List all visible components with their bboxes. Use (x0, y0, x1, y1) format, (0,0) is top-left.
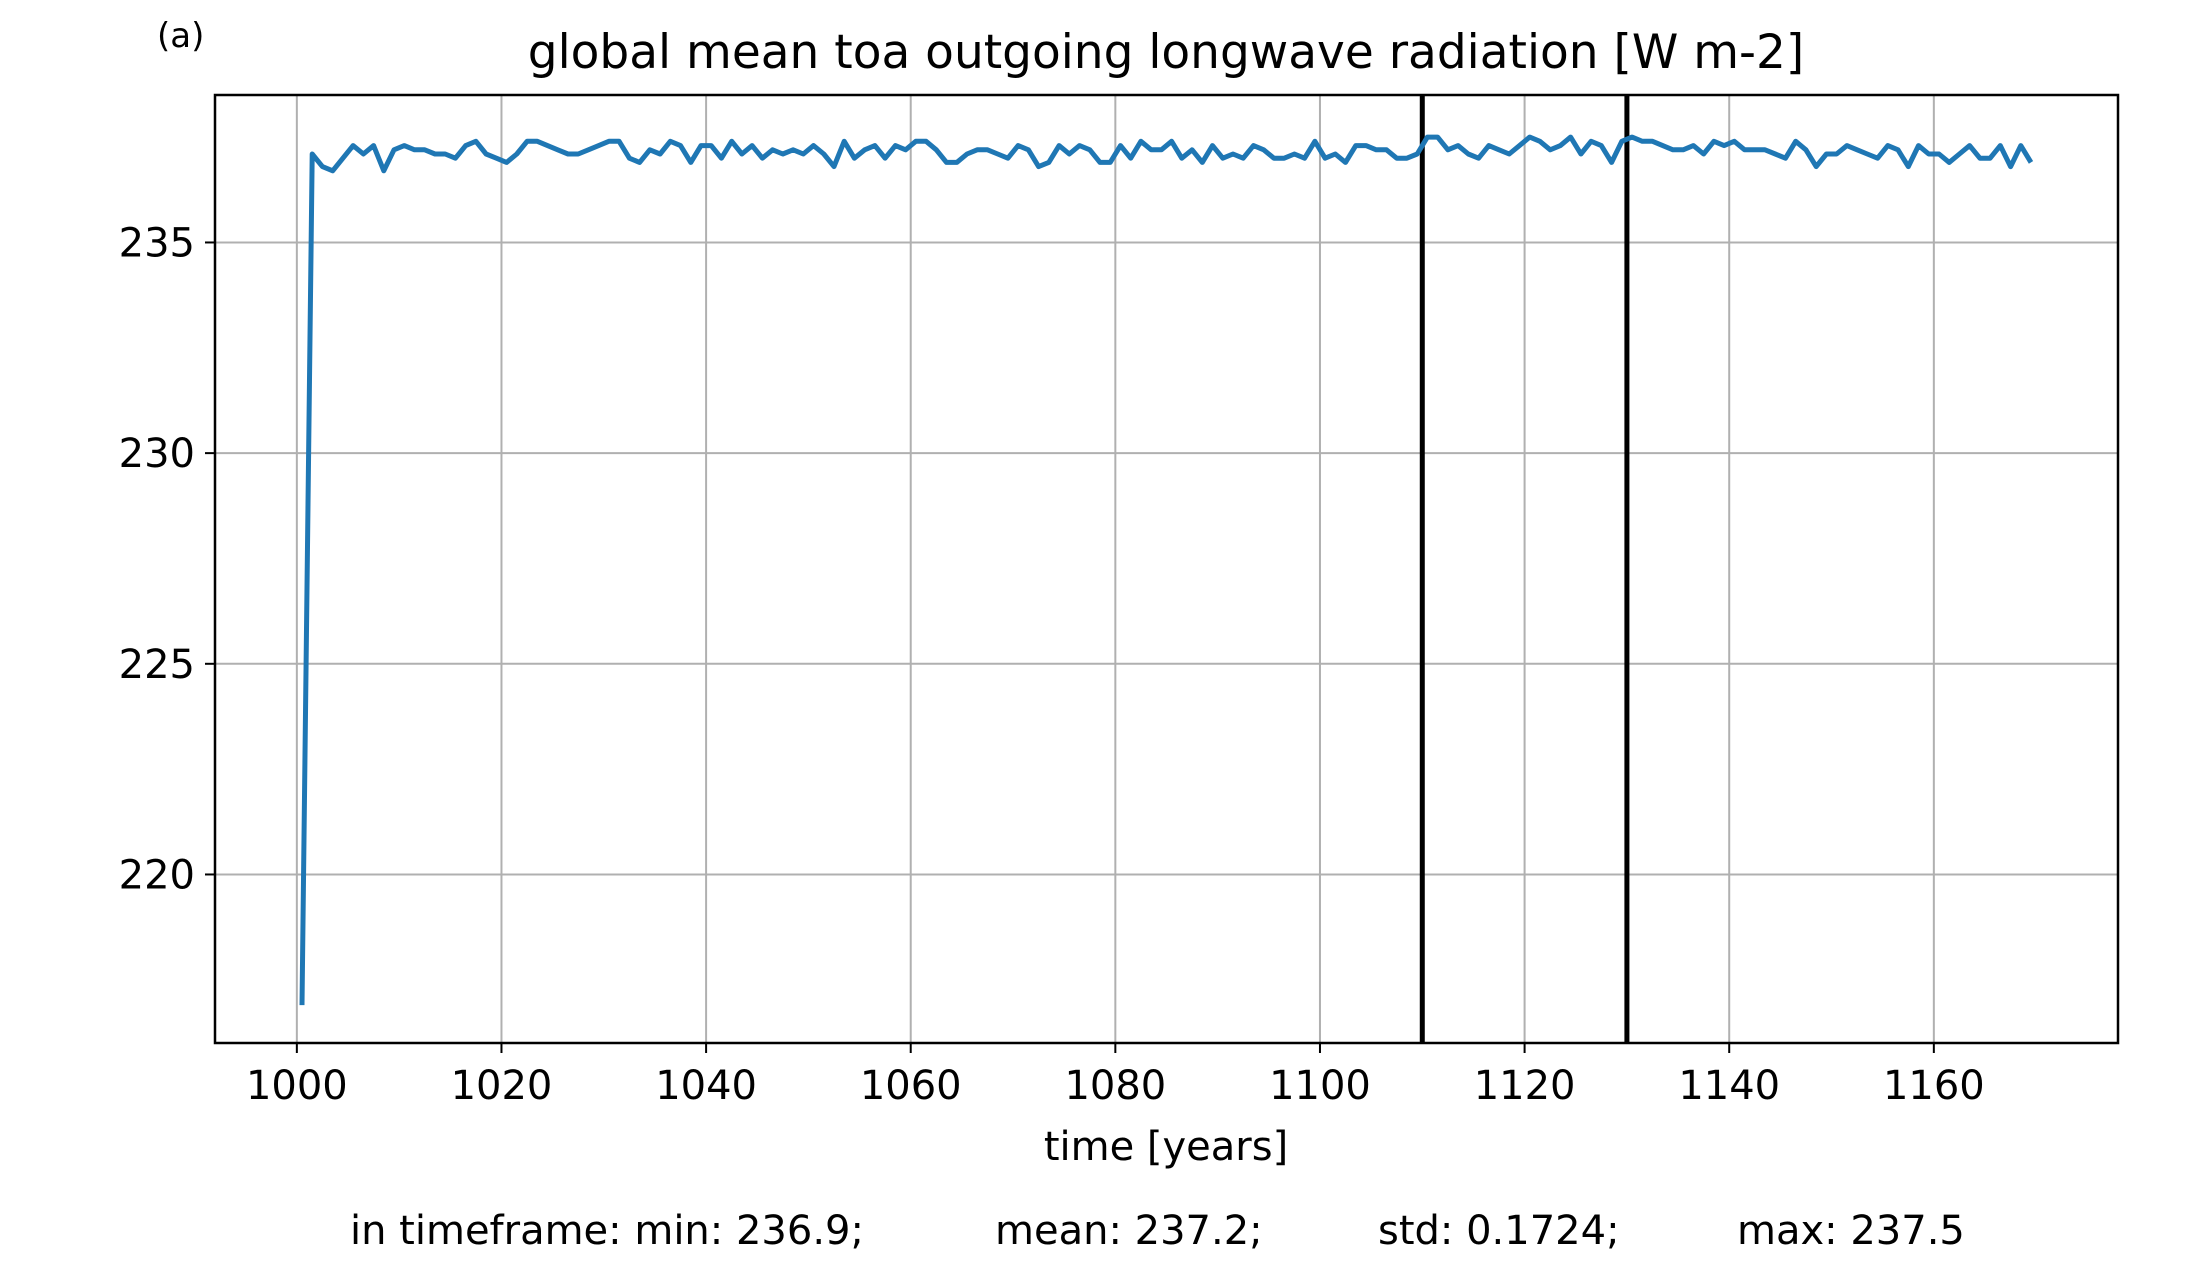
chart-title: global mean toa outgoing longwave radiat… (528, 25, 1804, 80)
plot-frame (213, 93, 2120, 1045)
x-tick-label: 1000 (246, 1063, 348, 1109)
y-tick-label: 235 (119, 220, 195, 266)
x-tick-label: 1160 (1883, 1063, 1985, 1109)
x-axis-label: time [years] (1044, 1124, 1288, 1170)
stat-max: max: 237.5 (1737, 1208, 1965, 1254)
series-line (299, 134, 2034, 1006)
stat-std: std: 0.1724; (1378, 1208, 1620, 1254)
x-tick-label: 1120 (1474, 1063, 1576, 1109)
y-axis-ticks: 220 225 230 235 (119, 220, 215, 898)
vertical-markers (1419, 95, 1630, 1043)
stat-min: in timeframe: min: 236.9; (350, 1208, 864, 1254)
y-tick-label: 225 (119, 642, 195, 688)
x-tick-label: 1100 (1269, 1063, 1371, 1109)
grid (215, 95, 2118, 1043)
x-tick-label: 1080 (1064, 1063, 1166, 1109)
x-tick-label: 1060 (860, 1063, 962, 1109)
x-tick-label: 1040 (655, 1063, 757, 1109)
panel-label: (a) (157, 16, 204, 56)
x-tick-label: 1020 (451, 1063, 553, 1109)
stat-mean: mean: 237.2; (995, 1208, 1263, 1254)
x-tick-label: 1140 (1678, 1063, 1780, 1109)
y-tick-label: 230 (119, 431, 195, 477)
y-tick-label: 220 (119, 852, 195, 898)
x-axis-ticks: 1000 1020 1040 1060 1080 1100 1120 1140 1160 (246, 1043, 1985, 1109)
